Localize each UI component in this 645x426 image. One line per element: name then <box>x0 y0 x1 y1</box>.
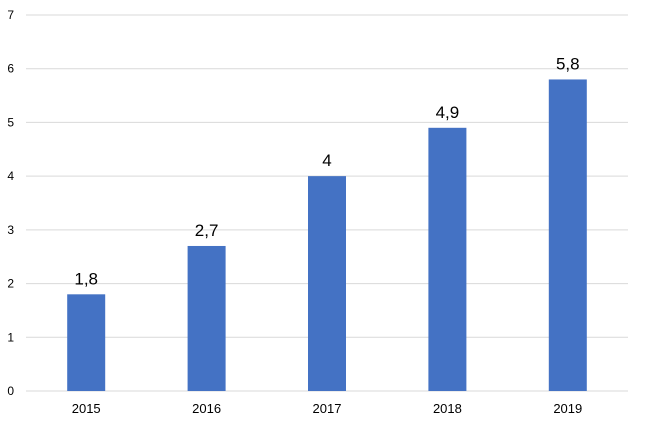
y-tick-label: 2 <box>7 277 14 291</box>
x-tick-label-2017: 2017 <box>313 401 342 416</box>
y-tick-label: 0 <box>7 384 14 398</box>
data-label-2019: 5,8 <box>556 54 580 73</box>
y-tick-label: 7 <box>7 8 14 22</box>
bars <box>67 79 587 392</box>
y-tick-label: 3 <box>7 223 14 237</box>
x-axis-ticks: 2015 2016 2017 2018 2019 <box>72 401 583 416</box>
bar-2019 <box>548 79 587 391</box>
data-label-2018: 4,9 <box>436 103 460 122</box>
bar-2016 <box>187 245 226 391</box>
bar-2015 <box>67 294 106 391</box>
y-tick-label: 5 <box>7 115 14 129</box>
x-tick-label-2016: 2016 <box>192 401 221 416</box>
y-tick-label: 4 <box>7 169 14 183</box>
y-tick-label: 6 <box>7 62 14 76</box>
bar-2018 <box>428 127 467 392</box>
x-tick-label-2018: 2018 <box>433 401 462 416</box>
data-label-2017: 4 <box>322 151 331 170</box>
x-tick-label-2019: 2019 <box>553 401 582 416</box>
data-labels: 1,8 2,7 4 4,9 5,8 <box>74 54 579 288</box>
x-tick-label-2015: 2015 <box>72 401 101 416</box>
bar-2017 <box>308 176 346 391</box>
data-label-2016: 2,7 <box>195 221 219 240</box>
data-label-2015: 1,8 <box>74 269 98 288</box>
y-tick-label: 1 <box>7 330 14 344</box>
y-axis-ticks: 0 1 2 3 4 5 6 7 <box>7 8 14 398</box>
